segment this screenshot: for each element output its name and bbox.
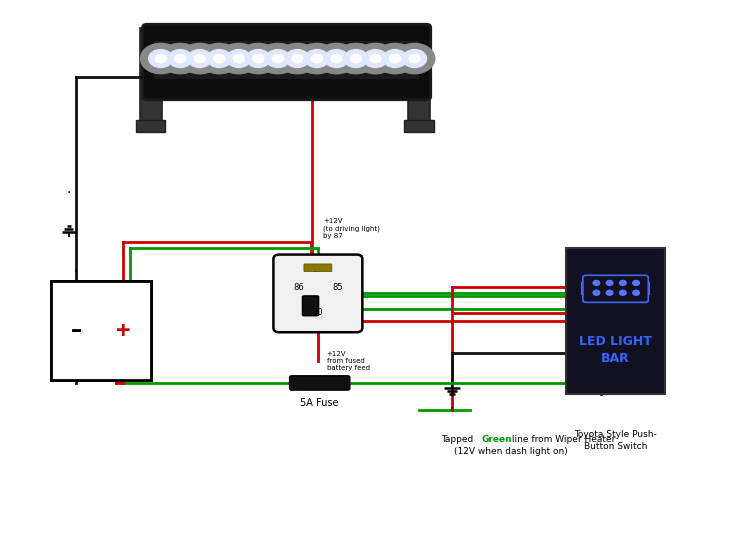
Circle shape: [140, 44, 181, 74]
Bar: [136, 120, 165, 132]
Circle shape: [305, 50, 329, 68]
Circle shape: [258, 44, 298, 74]
FancyBboxPatch shape: [303, 296, 319, 316]
Text: 20A Fuse: 20A Fuse: [322, 301, 363, 310]
Text: +: +: [115, 321, 131, 340]
Circle shape: [285, 50, 309, 68]
Circle shape: [409, 55, 420, 63]
Text: ·: ·: [295, 37, 300, 51]
Circle shape: [403, 50, 426, 68]
Circle shape: [606, 290, 613, 295]
Circle shape: [273, 55, 284, 63]
Text: (12V when dash light on): (12V when dash light on): [454, 447, 568, 456]
Bar: [404, 120, 434, 132]
Text: line from Wiper Heater: line from Wiper Heater: [509, 435, 616, 444]
Circle shape: [297, 44, 337, 74]
Text: Toyota Style Push-
Button Switch: Toyota Style Push- Button Switch: [574, 430, 657, 451]
Bar: [51, 281, 151, 380]
Text: +12V
from fused
battery feed: +12V from fused battery feed: [326, 351, 370, 371]
Circle shape: [218, 44, 259, 74]
Text: Green: Green: [481, 435, 512, 444]
Text: Tapped: Tapped: [441, 435, 476, 444]
Text: +12V
(to driving light)
by 87: +12V (to driving light) by 87: [323, 218, 380, 239]
Circle shape: [633, 280, 639, 285]
Circle shape: [620, 290, 626, 295]
Circle shape: [383, 50, 407, 68]
Circle shape: [148, 50, 173, 68]
Circle shape: [187, 50, 212, 68]
Circle shape: [160, 44, 201, 74]
Circle shape: [227, 50, 251, 68]
Text: +: +: [115, 321, 131, 340]
Text: 5A Fuse: 5A Fuse: [301, 398, 339, 408]
Bar: [566, 248, 665, 394]
Circle shape: [266, 50, 290, 68]
Circle shape: [168, 50, 192, 68]
Circle shape: [233, 55, 244, 63]
Text: 87: 87: [312, 266, 323, 274]
Circle shape: [238, 44, 279, 74]
Circle shape: [175, 55, 186, 63]
Text: ·: ·: [450, 402, 454, 416]
Circle shape: [375, 44, 415, 74]
Text: 86: 86: [293, 283, 304, 293]
Bar: [154, 41, 419, 79]
Text: LED LIGHT
BAR: LED LIGHT BAR: [579, 335, 652, 365]
Circle shape: [155, 55, 166, 63]
Circle shape: [199, 44, 240, 74]
Circle shape: [292, 55, 303, 63]
Circle shape: [207, 50, 232, 68]
Circle shape: [336, 44, 376, 74]
Circle shape: [351, 55, 362, 63]
Circle shape: [246, 50, 270, 68]
Circle shape: [344, 50, 368, 68]
FancyBboxPatch shape: [290, 376, 350, 390]
Text: ·: ·: [67, 186, 71, 200]
Circle shape: [620, 280, 626, 285]
Circle shape: [179, 44, 220, 74]
Text: 85: 85: [332, 283, 343, 293]
Text: 30: 30: [312, 308, 323, 317]
Circle shape: [325, 50, 348, 68]
Bar: [408, 28, 430, 121]
Bar: [140, 28, 162, 121]
Circle shape: [331, 55, 342, 63]
Circle shape: [395, 44, 435, 74]
Bar: [51, 281, 151, 380]
Text: –: –: [71, 321, 82, 341]
Text: ·: ·: [73, 263, 79, 282]
Circle shape: [316, 44, 356, 74]
Circle shape: [370, 55, 381, 63]
Circle shape: [194, 55, 205, 63]
Circle shape: [312, 55, 323, 63]
Circle shape: [277, 44, 318, 74]
FancyBboxPatch shape: [304, 264, 331, 272]
Circle shape: [593, 290, 600, 295]
Circle shape: [214, 55, 225, 63]
Circle shape: [253, 55, 264, 63]
Circle shape: [633, 290, 639, 295]
Circle shape: [355, 44, 395, 74]
FancyBboxPatch shape: [273, 255, 362, 332]
Circle shape: [390, 55, 401, 63]
Circle shape: [606, 280, 613, 285]
Circle shape: [364, 50, 387, 68]
Circle shape: [593, 280, 600, 285]
Text: –: –: [71, 321, 82, 341]
FancyBboxPatch shape: [143, 24, 431, 100]
